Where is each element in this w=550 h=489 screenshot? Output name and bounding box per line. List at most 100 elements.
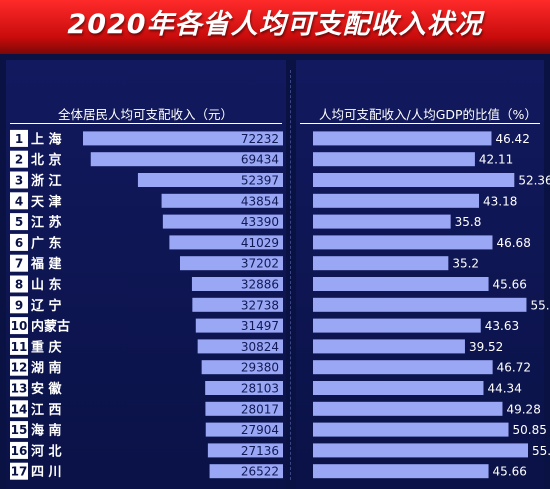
rank-box <box>10 337 28 355</box>
income-value-label: 43390 <box>241 215 279 229</box>
title-banner <box>0 0 550 54</box>
income-bar <box>205 422 283 437</box>
province-label: 四 川 <box>31 465 62 480</box>
province-label: 山 东 <box>31 277 62 293</box>
income-value-label: 32886 <box>241 278 279 292</box>
rank-box <box>10 400 28 418</box>
rank-label: 7 <box>15 257 23 271</box>
province-label: 北 京 <box>31 152 62 168</box>
province-label: 湖 南 <box>31 360 62 376</box>
rank-label: 5 <box>15 215 23 229</box>
income-value-label: 69434 <box>241 153 279 167</box>
ratio-value-label: 52.36 <box>518 174 550 188</box>
ratio-value-label: 49.28 <box>506 402 540 416</box>
ratio-value-label: 45.66 <box>493 278 527 292</box>
rank-label: 13 <box>11 382 28 396</box>
rank-box <box>10 358 28 376</box>
income-value-label: 29380 <box>241 361 279 375</box>
income-value-label: 27136 <box>241 444 279 458</box>
right-panel-title: 人均可支配收入/人均GDP的比值（%） <box>319 107 537 122</box>
rank-box <box>10 441 28 459</box>
ratio-bar <box>313 360 493 375</box>
rank-label: 8 <box>15 278 23 292</box>
income-value-label: 26522 <box>241 465 279 479</box>
ratio-bar <box>313 152 475 167</box>
rank-label: 1 <box>15 132 23 146</box>
income-bar <box>161 193 283 208</box>
income-bar <box>207 443 283 458</box>
income-value-label: 37202 <box>241 257 279 271</box>
rank-label: 3 <box>15 174 23 188</box>
ratio-bar <box>313 443 528 458</box>
ratio-bar <box>313 235 493 250</box>
ratio-value-label: 43.63 <box>485 319 519 333</box>
panel-divider <box>290 70 292 480</box>
rank-label: 11 <box>11 340 28 354</box>
rank-box <box>10 192 28 210</box>
province-label: 上 海 <box>31 131 62 147</box>
rank-label: 10 <box>11 319 28 333</box>
income-bar <box>169 235 283 250</box>
rank-label: 9 <box>15 298 23 312</box>
province-label: 浙 江 <box>31 173 62 189</box>
income-bar <box>179 256 283 271</box>
income-value-label: 32738 <box>241 298 279 312</box>
rank-box <box>10 421 28 439</box>
rank-label: 16 <box>11 444 28 458</box>
rank-label: 14 <box>11 402 28 416</box>
ratio-value-label: 45.66 <box>493 465 527 479</box>
province-label: 江 苏 <box>31 215 62 231</box>
ratio-bar <box>313 173 515 187</box>
chart-title: 2020年各省人均可支配收入状况 <box>67 9 483 40</box>
income-bar <box>205 381 283 395</box>
rank-box <box>10 275 28 293</box>
rank-box <box>10 213 28 231</box>
rank-label: 2 <box>15 153 23 167</box>
left-header-rule <box>10 123 282 124</box>
ratio-value-label: 42.11 <box>479 153 513 167</box>
ratio-bar <box>313 422 509 437</box>
province-label: 天 津 <box>31 194 62 210</box>
income-bar <box>201 360 283 375</box>
ratio-value-label: 43.18 <box>483 194 517 208</box>
ratio-bar <box>313 256 449 271</box>
ratio-value-label: 50.85 <box>513 423 547 437</box>
ratio-value-label: 46.42 <box>495 132 529 146</box>
rank-label: 6 <box>15 236 23 250</box>
income-value-label: 31497 <box>241 319 279 333</box>
ratio-bar <box>313 214 451 229</box>
income-bar <box>205 401 283 416</box>
income-bar <box>192 297 283 312</box>
ratio-value-label: 39.52 <box>469 340 503 354</box>
province-label: 海 南 <box>31 423 62 439</box>
income-bar <box>137 173 283 187</box>
rank-label: 15 <box>11 423 28 437</box>
income-value-label: 43854 <box>241 194 279 208</box>
province-label: 广 东 <box>31 235 62 251</box>
province-label: 安 徽 <box>31 381 63 397</box>
rank-label: 17 <box>11 465 28 479</box>
ratio-value-label: 44.34 <box>487 382 521 396</box>
income-bar <box>197 339 283 354</box>
income-bar <box>90 152 284 167</box>
province-label: 福 建 <box>30 256 62 272</box>
income-value-label: 27904 <box>241 423 279 437</box>
income-bar <box>191 277 283 291</box>
ratio-bar <box>313 381 484 395</box>
ratio-bar <box>313 339 465 354</box>
rank-box <box>10 233 28 251</box>
rank-box <box>10 150 28 168</box>
income-value-label: 72232 <box>241 132 279 146</box>
ratio-bar <box>313 297 527 312</box>
income-bar <box>83 131 283 146</box>
rank-label: 4 <box>15 194 23 208</box>
ratio-value-label: 35.8 <box>455 215 482 229</box>
ratio-bar <box>313 277 489 291</box>
rank-box <box>10 129 28 147</box>
rank-box <box>10 254 28 272</box>
province-label: 江 西 <box>31 402 62 418</box>
income-bar <box>162 214 283 229</box>
province-label: 重 庆 <box>31 339 62 355</box>
rank-box <box>10 171 28 189</box>
rank-box <box>10 296 28 314</box>
